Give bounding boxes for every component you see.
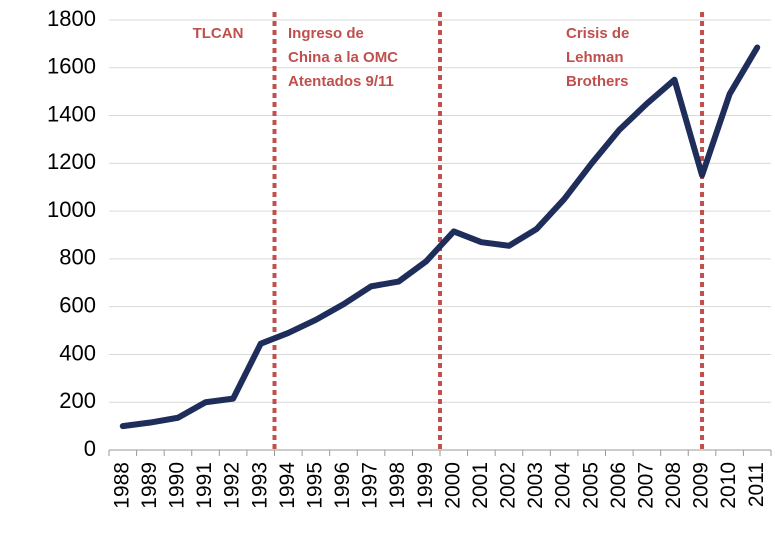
- x-tick-label: 2003: [524, 462, 547, 509]
- y-tick-label: 200: [59, 388, 96, 413]
- y-tick-label: 1600: [47, 54, 96, 79]
- y-tick-label: 1400: [47, 101, 96, 126]
- x-tick-label: 2011: [745, 462, 768, 507]
- annotation: Ingreso de: [288, 25, 364, 42]
- x-tick-label: 1999: [414, 462, 437, 509]
- x-tick-label: 2010: [717, 462, 740, 509]
- y-tick-label: 1200: [47, 149, 96, 174]
- x-tick-label: 1990: [166, 462, 189, 509]
- x-tick-label: 1997: [359, 462, 382, 509]
- x-tick-label: 2009: [690, 462, 713, 509]
- y-tick-label: 600: [59, 292, 96, 317]
- x-tick-label: 1988: [110, 462, 133, 509]
- x-tick-label: 1991: [193, 462, 216, 509]
- x-tick-label: 2002: [497, 462, 520, 509]
- x-tick-label: 2007: [634, 462, 657, 509]
- x-tick-label: 1998: [386, 462, 409, 509]
- x-tick-label: 2004: [552, 462, 575, 509]
- y-tick-label: 800: [59, 245, 96, 270]
- annotation: Brothers: [566, 73, 629, 90]
- x-tick-label: 1994: [276, 462, 299, 509]
- y-tick-label: 1000: [47, 197, 96, 222]
- line-series: [119, 44, 761, 430]
- annotation: Crisis de: [566, 25, 629, 42]
- x-tick-label: 2001: [469, 462, 492, 509]
- annotation: Lehman: [566, 49, 624, 66]
- y-tick-label: 0: [84, 436, 96, 461]
- annotation: China a la OMC: [288, 49, 398, 66]
- x-tick-label: 2005: [579, 462, 602, 509]
- x-tick-label: 1989: [138, 462, 161, 509]
- x-tick-label: 1996: [331, 462, 354, 509]
- annotation: TLCAN: [193, 25, 244, 42]
- x-tick-label: 2008: [662, 462, 685, 509]
- y-tick-label: 400: [59, 340, 96, 365]
- x-tick-label: 1992: [221, 462, 244, 509]
- x-tick-label: 2000: [441, 462, 464, 509]
- annotation: Atentados 9/11: [288, 73, 394, 90]
- x-tick-label: 1993: [248, 462, 271, 509]
- x-tick-label: 2006: [607, 462, 630, 509]
- y-tick-label: 1800: [47, 6, 96, 31]
- x-tick-label: 1995: [303, 462, 326, 509]
